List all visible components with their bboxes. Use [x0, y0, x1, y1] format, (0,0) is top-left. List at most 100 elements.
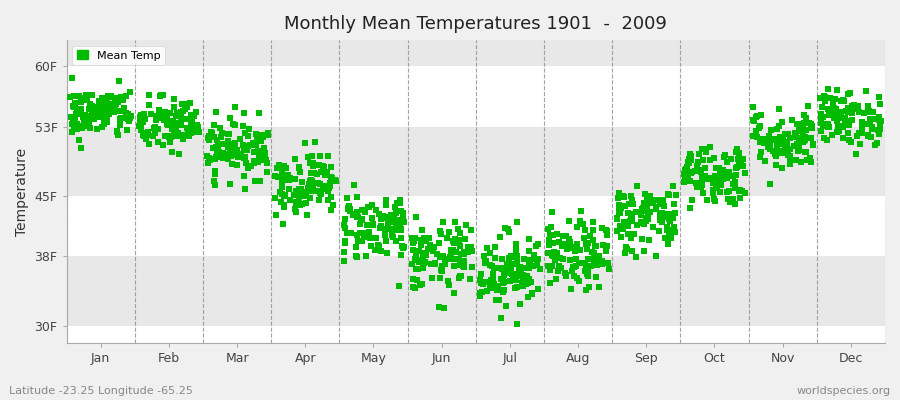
Point — [222, 181, 237, 188]
Point — [695, 181, 709, 188]
Point — [67, 123, 81, 129]
Point — [551, 268, 565, 274]
Point — [276, 221, 291, 227]
Point — [543, 232, 557, 238]
Point — [281, 172, 295, 178]
Point — [549, 249, 563, 256]
Point — [553, 255, 567, 261]
Point — [184, 130, 198, 136]
Point — [578, 227, 592, 234]
Point — [396, 245, 410, 251]
Point — [640, 199, 654, 206]
Point — [102, 111, 116, 117]
Point — [100, 108, 114, 114]
Point — [180, 124, 194, 131]
Point — [648, 196, 662, 203]
Point — [625, 196, 639, 203]
Point — [282, 177, 296, 183]
Point — [714, 180, 728, 186]
Point — [117, 105, 131, 111]
Point — [230, 153, 245, 160]
Point — [804, 158, 818, 165]
Point — [74, 98, 88, 105]
Point — [220, 156, 235, 163]
Point — [169, 132, 184, 139]
Point — [629, 209, 643, 215]
Point — [563, 286, 578, 292]
Point — [531, 241, 545, 248]
Point — [396, 210, 410, 217]
Point — [501, 255, 516, 261]
Point — [200, 153, 214, 159]
Point — [770, 126, 784, 132]
Point — [95, 114, 110, 121]
Point — [116, 97, 130, 103]
Point — [396, 244, 410, 250]
Point — [489, 297, 503, 303]
Point — [716, 176, 730, 182]
Point — [293, 185, 308, 192]
Point — [69, 109, 84, 116]
Point — [729, 164, 743, 171]
Point — [241, 132, 256, 139]
Point — [75, 122, 89, 129]
Point — [567, 264, 581, 270]
Point — [378, 232, 392, 238]
Point — [256, 154, 271, 161]
Point — [255, 131, 269, 138]
Point — [864, 134, 878, 140]
Point — [720, 158, 734, 165]
Point — [452, 237, 466, 243]
Point — [527, 256, 542, 262]
Point — [233, 151, 248, 157]
Point — [236, 123, 250, 129]
Point — [612, 202, 626, 208]
Point — [277, 204, 292, 210]
Point — [621, 210, 635, 216]
Point — [717, 151, 732, 158]
Point — [343, 208, 357, 214]
Point — [161, 121, 176, 128]
Point — [871, 127, 886, 134]
Point — [223, 141, 238, 147]
Point — [96, 117, 111, 123]
Point — [511, 273, 526, 279]
Point — [829, 118, 843, 125]
Point — [799, 157, 814, 164]
Point — [220, 151, 234, 158]
Point — [804, 121, 818, 127]
Point — [137, 110, 151, 117]
Point — [757, 136, 771, 142]
Point — [76, 114, 90, 121]
Point — [157, 117, 171, 124]
Point — [514, 266, 528, 272]
Point — [655, 212, 670, 218]
Point — [734, 162, 748, 169]
Point — [829, 105, 843, 112]
Point — [649, 204, 663, 210]
Point — [787, 143, 801, 150]
Point — [634, 219, 648, 225]
Point — [369, 207, 383, 213]
Point — [303, 177, 318, 183]
Point — [565, 263, 580, 270]
Point — [414, 237, 428, 243]
Point — [610, 215, 625, 221]
Point — [190, 129, 204, 135]
Point — [273, 189, 287, 195]
Point — [132, 118, 147, 125]
Point — [184, 111, 199, 118]
Point — [649, 253, 663, 260]
Point — [254, 138, 268, 144]
Point — [652, 212, 667, 218]
Point — [357, 230, 372, 236]
Point — [861, 132, 876, 138]
Point — [580, 256, 595, 262]
Point — [230, 147, 244, 154]
Point — [822, 112, 836, 118]
Point — [112, 78, 126, 84]
Point — [406, 237, 420, 244]
Point — [282, 185, 296, 192]
Point — [616, 222, 631, 228]
Point — [390, 210, 404, 216]
